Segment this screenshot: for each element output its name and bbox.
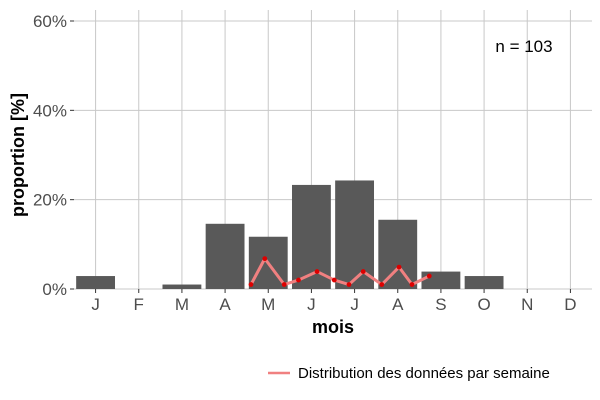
x-tick-label: A	[219, 295, 231, 314]
series-point	[409, 282, 415, 287]
bar	[421, 271, 461, 289]
series-point	[426, 273, 432, 279]
bar	[378, 219, 418, 289]
y-ticks: 0% 20% 40% 60%	[33, 12, 74, 299]
bar	[205, 223, 245, 289]
series-line	[249, 257, 430, 287]
series-lines	[248, 256, 432, 287]
bar	[76, 276, 116, 289]
x-tick-label: J	[350, 295, 359, 314]
x-tick-label: M	[261, 295, 275, 314]
series-point	[262, 256, 268, 262]
series-point	[296, 277, 301, 283]
x-tick-label: A	[392, 295, 404, 314]
y-tick-label: 40%	[33, 101, 67, 120]
series-point	[379, 282, 385, 287]
grid	[74, 10, 592, 290]
y-axis-title: proportion [%]	[8, 93, 28, 217]
bars	[76, 180, 504, 289]
y-tick-label: 0%	[42, 280, 67, 299]
annotation: n = 103	[495, 37, 552, 56]
series-point	[396, 264, 402, 270]
legend: Distribution des données par semaine	[268, 365, 550, 382]
x-tick-label: S	[435, 295, 446, 314]
x-tick-label: J	[91, 295, 100, 314]
bar	[335, 180, 375, 289]
legend-label: Distribution des données par semaine	[298, 365, 550, 382]
x-tick-label: N	[521, 295, 533, 314]
y-tick-label: 60%	[33, 12, 67, 31]
bar	[464, 276, 504, 289]
x-axis-title: mois	[312, 317, 354, 337]
series-point	[248, 282, 254, 287]
series-point	[346, 282, 352, 287]
x-tick-label: D	[564, 295, 576, 314]
x-tick-label: O	[477, 295, 490, 314]
bar	[291, 184, 331, 289]
x-tick-label: M	[175, 295, 189, 314]
series-point	[281, 282, 287, 287]
bar	[162, 284, 202, 289]
y-tick-label: 20%	[33, 191, 67, 210]
series-point	[314, 269, 320, 274]
series-point	[331, 277, 337, 283]
x-tick-label: J	[307, 295, 316, 314]
x-tick-label: F	[134, 295, 144, 314]
series-point	[360, 269, 366, 274]
